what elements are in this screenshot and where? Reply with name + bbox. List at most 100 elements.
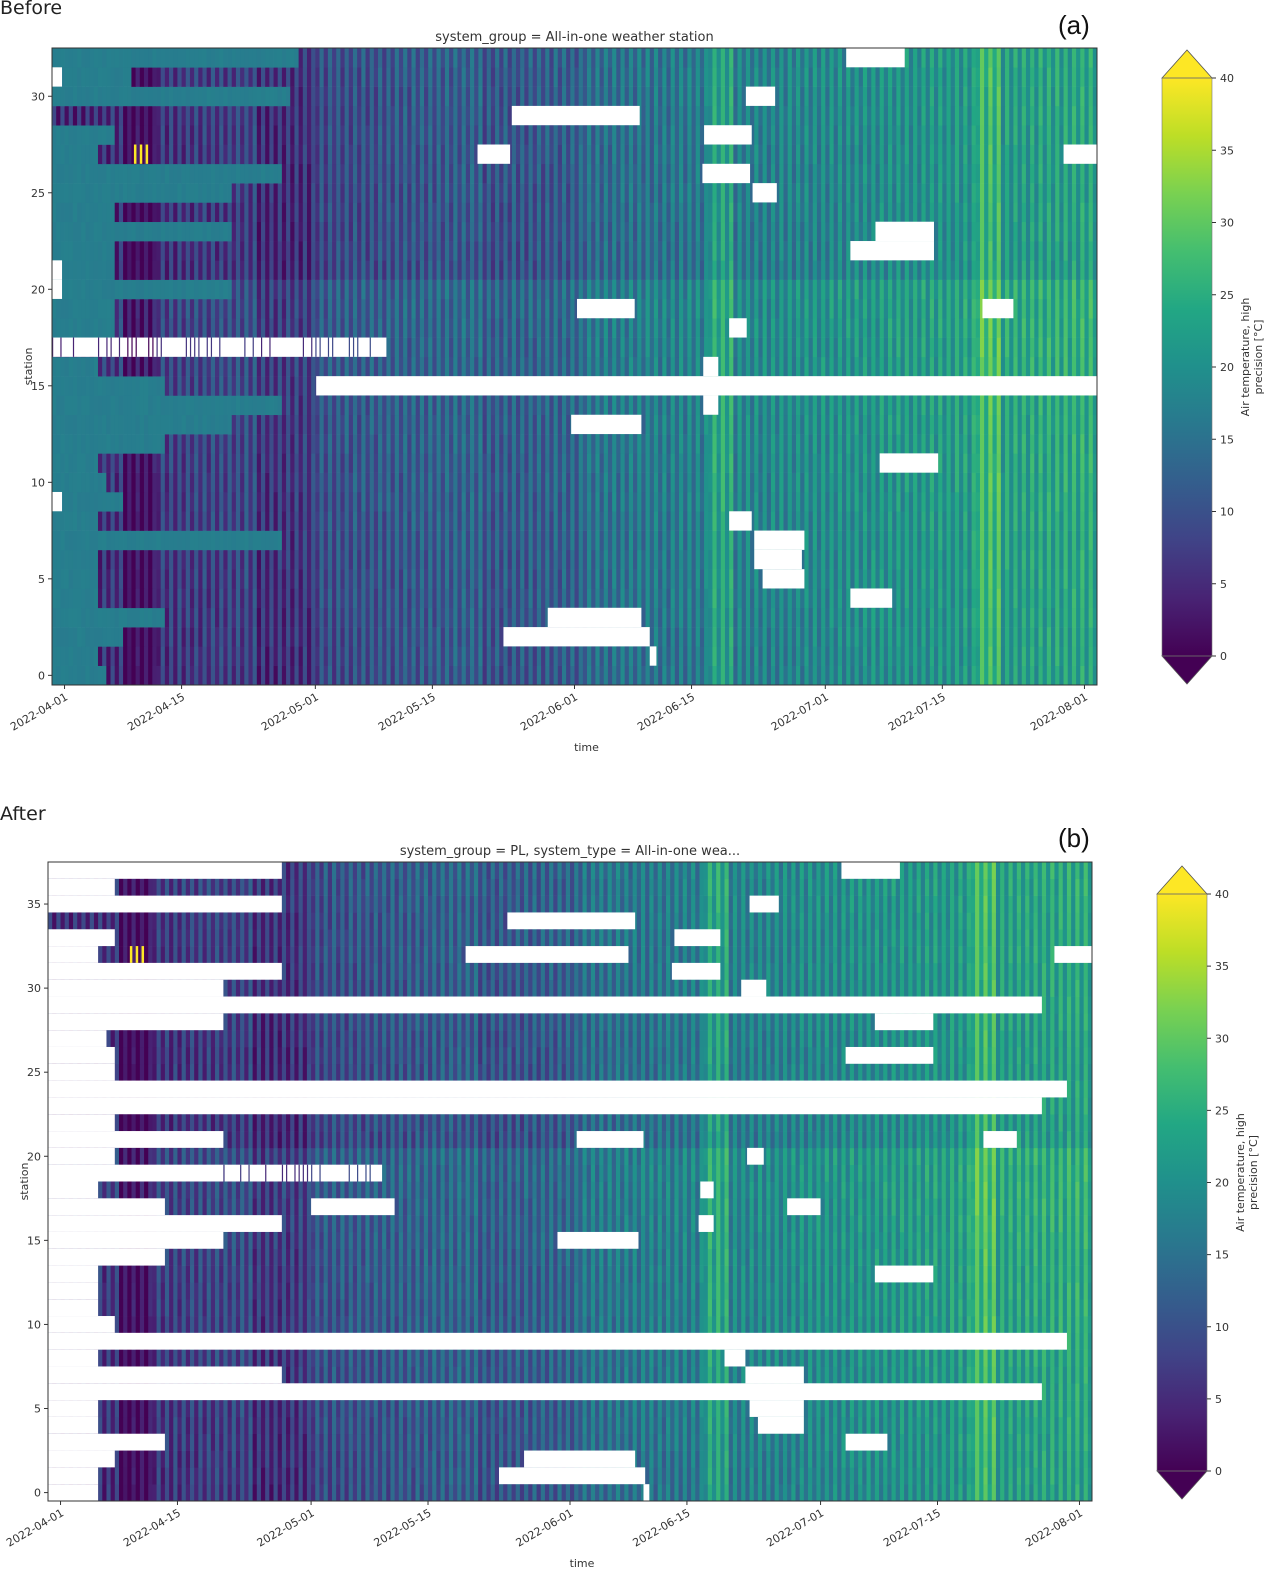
heatmap-cell: [653, 627, 659, 647]
heatmap-cell: [532, 414, 538, 435]
heatmap-cell: [720, 491, 726, 512]
heatmap-cell: [620, 549, 626, 570]
heatmap-cell: [474, 318, 479, 338]
heatmap-cell: [515, 298, 521, 319]
heatmap-cell: [954, 337, 960, 358]
heatmap-cell: [315, 588, 320, 609]
heatmap-cell: [787, 337, 793, 358]
heatmap-cell: [432, 318, 437, 338]
heatmap-cell: [762, 607, 768, 628]
heatmap-cell: [603, 569, 609, 589]
heatmap-cell: [235, 665, 241, 686]
heatmap-cell: [904, 337, 910, 358]
heatmap-cell: [971, 511, 977, 531]
heatmap-cell: [290, 511, 295, 531]
heatmap-cell: [1071, 646, 1077, 666]
heatmap-cell: [281, 665, 287, 686]
heatmap-cell: [298, 434, 304, 454]
heatmap-cell: [277, 472, 283, 493]
heatmap-cell: [729, 549, 734, 570]
heatmap-cell: [407, 627, 412, 647]
heatmap-cell: [235, 453, 241, 473]
heatmap-cell: [486, 569, 492, 589]
heatmap-cell: [252, 511, 258, 531]
heatmap-cell: [281, 627, 287, 647]
heatmap-cell: [428, 453, 433, 473]
heatmap-cell: [189, 530, 195, 551]
heatmap-cell: [549, 549, 554, 570]
heatmap-cell: [783, 607, 789, 628]
heatmap-cell: [1000, 395, 1006, 416]
heatmap-cell: [273, 646, 279, 666]
heatmap-cell: [603, 530, 609, 551]
heatmap-cell: [992, 588, 998, 609]
heatmap-cell: [553, 298, 559, 319]
heatmap-cell: [950, 453, 956, 473]
heatmap-cell: [612, 337, 617, 358]
heatmap-cell: [620, 665, 626, 686]
heatmap-cell: [97, 414, 103, 435]
heatmap-cell: [938, 318, 943, 338]
heatmap-cell: [72, 549, 78, 570]
heatmap-cell: [925, 414, 931, 435]
heatmap-cell: [992, 337, 998, 358]
heatmap-cell: [674, 511, 680, 531]
heatmap-cell: [495, 530, 500, 551]
heatmap-cell: [553, 665, 559, 686]
heatmap-cell: [390, 511, 396, 531]
heatmap-cell: [373, 665, 379, 686]
heatmap-cell: [495, 491, 500, 512]
heatmap-cell: [804, 298, 809, 319]
heatmap-cell: [925, 665, 931, 686]
heatmap-cell: [1017, 646, 1023, 666]
heatmap-cell: [541, 453, 546, 473]
heatmap-cell: [386, 298, 391, 319]
heatmap-cell: [929, 646, 935, 666]
heatmap-cell: [277, 588, 283, 609]
heatmap-cell: [737, 395, 743, 416]
heatmap-cell: [541, 472, 546, 493]
heatmap-cell: [131, 511, 136, 531]
heatmap-cell: [85, 472, 91, 493]
heatmap-cell: [453, 318, 458, 338]
heatmap-cell: [474, 434, 479, 454]
heatmap-cell: [846, 395, 851, 416]
heatmap-cell: [812, 472, 818, 493]
heatmap-cell: [277, 298, 283, 319]
heatmap-cell: [231, 549, 237, 570]
heatmap-cell: [378, 298, 383, 319]
heatmap-cell: [566, 414, 571, 435]
heatmap-cell: [56, 472, 61, 493]
heatmap-cell: [842, 395, 847, 416]
heatmap-cell: [503, 318, 509, 338]
heatmap-cell: [424, 549, 429, 570]
heatmap-cell: [131, 549, 136, 570]
heatmap-cell: [862, 395, 868, 416]
heatmap-cell: [265, 414, 270, 435]
heatmap-cell: [1038, 569, 1044, 589]
heatmap-cell: [252, 665, 258, 686]
heatmap-cell: [708, 665, 713, 686]
heatmap-cell: [578, 530, 584, 551]
heatmap-cell: [449, 491, 454, 512]
heatmap-cell: [775, 453, 780, 473]
heatmap-cell: [440, 607, 446, 628]
heatmap-cell: [281, 356, 287, 377]
heatmap-cell: [148, 376, 153, 396]
heatmap-cell: [570, 472, 575, 493]
heatmap-cell: [578, 665, 584, 686]
heatmap-cell: [821, 318, 826, 338]
heatmap-cell: [796, 337, 801, 358]
heatmap-cell: [783, 665, 789, 686]
heatmap-cell: [754, 414, 759, 435]
heatmap-cell: [1046, 298, 1052, 319]
heatmap-cell: [382, 491, 387, 512]
heatmap-cell: [933, 627, 939, 647]
heatmap-cell: [160, 318, 166, 338]
heatmap-cell: [215, 491, 220, 512]
heatmap-cell: [369, 472, 375, 493]
heatmap-cell: [93, 530, 99, 551]
heatmap-cell: [465, 318, 471, 338]
heatmap-cell: [123, 414, 128, 435]
heatmap-cell: [921, 511, 927, 531]
